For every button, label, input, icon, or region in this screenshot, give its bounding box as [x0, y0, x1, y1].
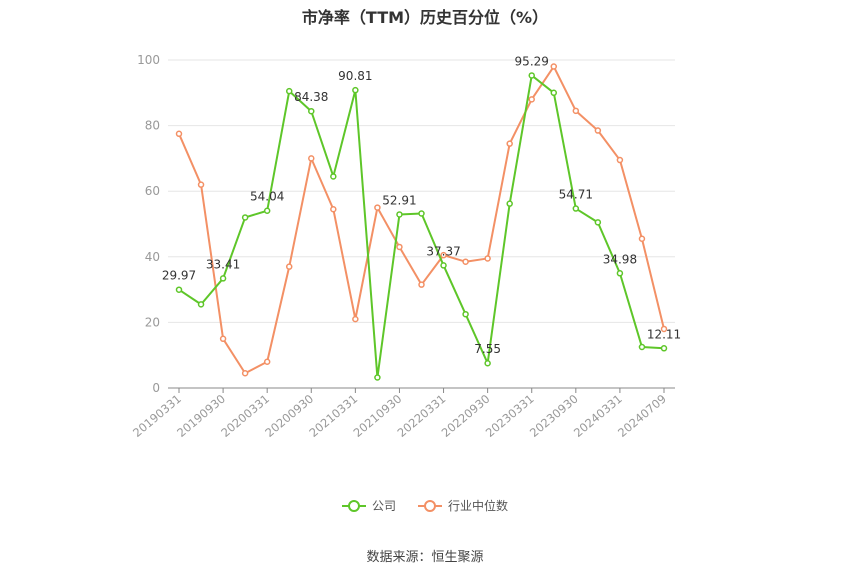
data-point-industry[interactable]	[285, 263, 293, 270]
data-point-industry[interactable]	[352, 315, 359, 323]
data-point-company[interactable]	[263, 207, 271, 214]
data-point-company[interactable]	[638, 343, 646, 351]
data-point-company[interactable]	[440, 262, 447, 269]
data-point-company[interactable]	[550, 89, 558, 97]
data-label: 90.81	[338, 69, 372, 83]
data-point-industry[interactable]	[528, 96, 535, 103]
data-label: 52.91	[382, 193, 416, 207]
data-point-industry[interactable]	[219, 335, 227, 343]
data-point-company[interactable]	[330, 173, 337, 180]
data-label: 54.04	[250, 190, 284, 204]
series-line-industry	[178, 65, 665, 375]
data-point-company[interactable]	[241, 214, 249, 221]
grid-lines	[168, 59, 675, 323]
data-point-industry[interactable]	[572, 107, 580, 115]
y-tick-label: 60	[145, 184, 160, 198]
legend-item-company[interactable]: 公司	[341, 497, 396, 514]
y-tick-label: 0	[152, 381, 160, 395]
data-point-company[interactable]	[219, 275, 227, 282]
data-label: 54.71	[559, 188, 593, 202]
data-point-industry[interactable]	[330, 205, 337, 213]
data-point-company[interactable]	[506, 200, 513, 207]
data-labels: 29.97 33.41 54.04 84.38 90.81 52.91 37.37 7.55 9…	[162, 54, 681, 356]
data-point-industry[interactable]	[197, 181, 205, 188]
source-note: 数据来源：恒生聚源	[366, 550, 484, 565]
data-label: 12.11	[647, 327, 681, 341]
data-label: 33.41	[206, 257, 240, 271]
data-label: 34.98	[603, 252, 637, 266]
data-label: 95.29	[515, 54, 549, 68]
data-point-industry[interactable]	[241, 369, 249, 377]
data-point-company[interactable]	[462, 310, 469, 318]
data-point-industry[interactable]	[396, 243, 403, 251]
data-point-industry[interactable]	[484, 255, 491, 262]
data-point-industry[interactable]	[418, 281, 425, 288]
data-point-industry[interactable]	[660, 325, 668, 333]
data-point-industry[interactable]	[462, 258, 469, 265]
data-point-industry[interactable]	[374, 204, 381, 211]
data-point-company[interactable]	[396, 211, 403, 218]
data-point-company[interactable]	[285, 87, 293, 95]
data-point-company[interactable]	[528, 72, 535, 79]
data-point-industry[interactable]	[506, 140, 513, 147]
data-point-company[interactable]	[418, 210, 425, 217]
data-point-company[interactable]	[175, 286, 183, 293]
data-label: 37.37	[426, 244, 460, 258]
data-point-company[interactable]	[374, 374, 381, 381]
data-point-company[interactable]	[572, 205, 580, 212]
data-point-industry[interactable]	[594, 127, 602, 134]
legend-label-industry: 行业中位数	[448, 499, 509, 513]
legend-label-company: 公司	[371, 499, 396, 513]
data-point-company[interactable]	[594, 219, 602, 226]
data-point-industry[interactable]	[550, 63, 558, 70]
data-point-industry[interactable]	[175, 130, 183, 138]
data-label: 29.97	[162, 269, 196, 283]
data-point-industry[interactable]	[440, 251, 447, 259]
data-point-industry[interactable]	[638, 235, 646, 243]
data-point-company[interactable]	[616, 270, 624, 277]
series-line-company	[178, 74, 665, 379]
y-tick-label: 100	[137, 53, 160, 67]
series-lines	[175, 63, 668, 381]
legend: 公司 行业中位数	[0, 497, 850, 514]
y-tick-label: 40	[145, 250, 160, 264]
data-point-industry[interactable]	[263, 358, 271, 366]
legend-swatch-company	[341, 499, 366, 512]
chart-title: 市净率（TTM）历史百分位（%）	[301, 8, 549, 27]
data-point-company[interactable]	[197, 301, 205, 308]
data-point-company[interactable]	[660, 345, 668, 352]
y-tick-label: 80	[145, 119, 160, 133]
data-point-company[interactable]	[308, 107, 315, 115]
data-point-industry[interactable]	[308, 155, 315, 162]
data-label: 7.55	[474, 342, 501, 356]
data-point-industry[interactable]	[616, 156, 624, 164]
data-point-company[interactable]	[484, 359, 491, 367]
x-tick-label: 20240709	[615, 392, 669, 440]
legend-swatch-industry	[418, 499, 442, 512]
data-label: 84.38	[294, 90, 328, 104]
legend-item-industry[interactable]: 行业中位数	[418, 497, 508, 514]
y-tick-label: 20	[145, 315, 160, 329]
data-point-company[interactable]	[352, 86, 359, 94]
